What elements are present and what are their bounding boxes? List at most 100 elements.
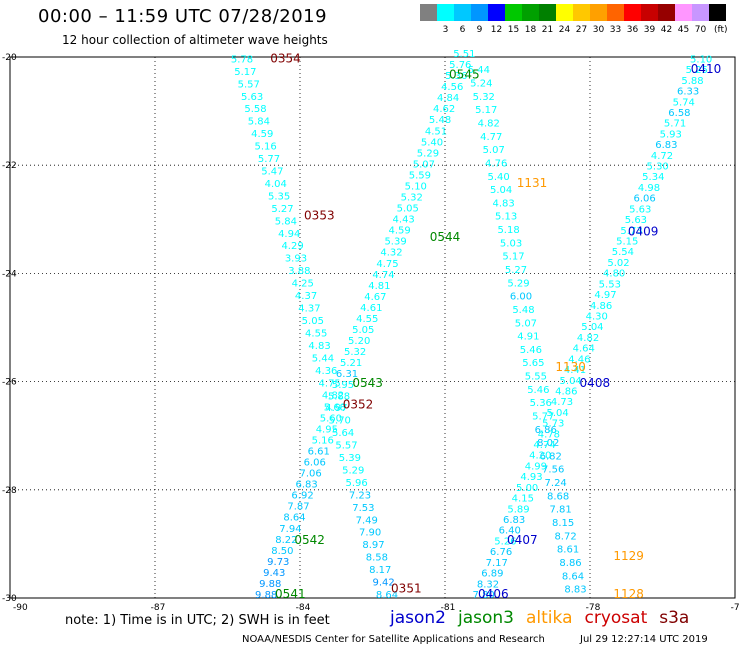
wave-height-value: 6.86 — [535, 425, 557, 436]
x-tick-label: -84 — [296, 603, 311, 613]
wave-height-value: 5.78 — [231, 54, 253, 65]
wave-height-value: 5.57 — [335, 441, 357, 452]
legend-item-jason2: jason2 — [390, 608, 446, 628]
scale-swatch — [437, 4, 454, 21]
wave-height-value: 4.97 — [325, 403, 347, 414]
wave-height-value: 5.15 — [616, 237, 638, 248]
x-tick-label: -75 — [731, 603, 740, 613]
wave-height-value: 6.31 — [336, 369, 358, 380]
wave-height-value: 6.33 — [677, 87, 699, 98]
wave-height-value: 5.27 — [271, 204, 293, 215]
legend-item-altika: altika — [526, 608, 573, 628]
wave-height-value: 5.76 — [449, 60, 471, 71]
wave-height-value: 5.60 — [320, 413, 342, 424]
scale-swatch — [607, 4, 624, 21]
wave-height-value: 5.65 — [522, 358, 544, 369]
y-tick-label: -30 — [2, 594, 17, 604]
wave-height-value: 5.48 — [429, 115, 451, 126]
scale-swatch — [590, 4, 607, 21]
wave-height-value: 5.74 — [673, 97, 695, 108]
wave-height-value: 4.98 — [638, 183, 660, 194]
wave-height-value: 4.29 — [281, 241, 303, 252]
wave-height-value: 5.58 — [244, 104, 266, 115]
scale-label: 70 — [694, 25, 707, 35]
footer-note: note: 1) Time is in UTC; 2) SWH is in fe… — [65, 613, 330, 628]
wave-height-value: 6.00 — [510, 292, 532, 303]
wave-height-value: 4.59 — [251, 129, 273, 140]
wave-height-value: 5.88 — [681, 76, 703, 87]
wave-height-value: 5.51 — [453, 49, 475, 60]
legend-item-cryosat: cryosat — [584, 608, 648, 628]
wave-height-value: 5.20 — [348, 336, 370, 347]
pass-time-label: 1128 — [613, 587, 644, 601]
wave-height-value: 5.25 — [686, 65, 708, 76]
wave-height-value: 5.29 — [417, 148, 439, 159]
wave-height-value: 5.68 — [324, 402, 346, 413]
wave-height-value: 5.04 — [546, 408, 568, 419]
scale-label: 18 — [524, 25, 537, 35]
pass-time-label: 0542 — [294, 533, 325, 547]
wave-height-value: 6.83 — [295, 480, 317, 491]
wave-height-value: 5.17 — [234, 67, 256, 78]
pass-time-label: 0544 — [430, 230, 461, 244]
x-tick-label: -81 — [441, 603, 456, 613]
wave-height-value: 4.78 — [538, 429, 560, 440]
wave-height-value: 8.83 — [564, 585, 586, 596]
wave-height-value: 7.49 — [356, 515, 378, 526]
wave-height-value: 6.76 — [490, 547, 512, 558]
wave-height-value: 5.53 — [599, 279, 621, 290]
wave-height-value: 5.10 — [405, 181, 427, 192]
wave-height-value: 4.95 — [316, 424, 338, 435]
wave-height-value: 5.88 — [328, 391, 350, 402]
scale-swatch — [624, 4, 641, 21]
scale-swatch — [573, 4, 590, 21]
wave-height-value: 5.32 — [401, 193, 423, 204]
scale-swatch — [641, 4, 658, 21]
wave-height-value: 4.67 — [364, 292, 386, 303]
wave-height-value: 4.32 — [380, 248, 402, 259]
scale-label: 27 — [575, 25, 588, 35]
wave-height-value: 5.13 — [495, 212, 517, 223]
wave-height-value: 4.97 — [594, 290, 616, 301]
wave-height-value: 5.71 — [664, 119, 686, 130]
wave-height-value: 5.93 — [660, 129, 682, 140]
x-tick-label: -87 — [151, 603, 166, 613]
scale-label: 45 — [677, 25, 690, 35]
wave-height-value: 6.82 — [540, 451, 562, 462]
wave-height-value: 5.18 — [497, 225, 519, 236]
wave-height-value: 4.51 — [425, 126, 447, 137]
scale-swatch — [692, 4, 709, 21]
pass-time-label: 1129 — [613, 549, 644, 563]
wave-height-value: 5.59 — [409, 170, 431, 181]
chart-subtitle: 12 hour collection of altimeter wave hei… — [62, 33, 328, 47]
pass-time-label: 0408 — [580, 376, 611, 390]
wave-height-value: 7.53 — [352, 503, 374, 514]
wave-height-value: 6.83 — [503, 515, 525, 526]
wave-height-value: 5.26 — [494, 536, 516, 547]
wave-height-value: 8.86 — [559, 558, 581, 569]
wave-height-value: 4.83 — [308, 341, 330, 352]
pass-time-label: 0353 — [304, 208, 335, 222]
y-tick-label: -20 — [2, 53, 17, 63]
wave-height-value: 4.83 — [492, 198, 514, 209]
wave-height-value: 5.55 — [525, 372, 547, 383]
wave-height-value: 4.04 — [265, 179, 287, 190]
wave-height-value: 5.63 — [241, 92, 263, 103]
wave-height-value: 5.84 — [248, 117, 270, 128]
chart-title: 00:00 – 11:59 UTC 07/28/2019 — [38, 6, 328, 27]
wave-height-value: 5.54 — [612, 247, 634, 258]
satellite-legend: jason2 jason3 altika cryosat s3a — [390, 608, 701, 628]
wave-height-value: 8.32 — [477, 579, 499, 590]
wave-height-value: 4.55 — [356, 314, 378, 325]
wave-height-value: 4.75 — [319, 378, 341, 389]
plot-frame — [9, 56, 736, 599]
wave-height-value: 5.36 — [445, 71, 467, 82]
wave-height-value: 8.61 — [557, 545, 579, 556]
wave-height-value: 8.02 — [537, 438, 559, 449]
scale-label: 39 — [643, 25, 656, 35]
scale-label: 9 — [476, 25, 483, 35]
scale-label: 21 — [541, 25, 554, 35]
wave-height-value: 4.41 — [564, 365, 586, 376]
wave-height-value: 5.77 — [532, 411, 554, 422]
wave-height-value: 4.86 — [590, 301, 612, 312]
